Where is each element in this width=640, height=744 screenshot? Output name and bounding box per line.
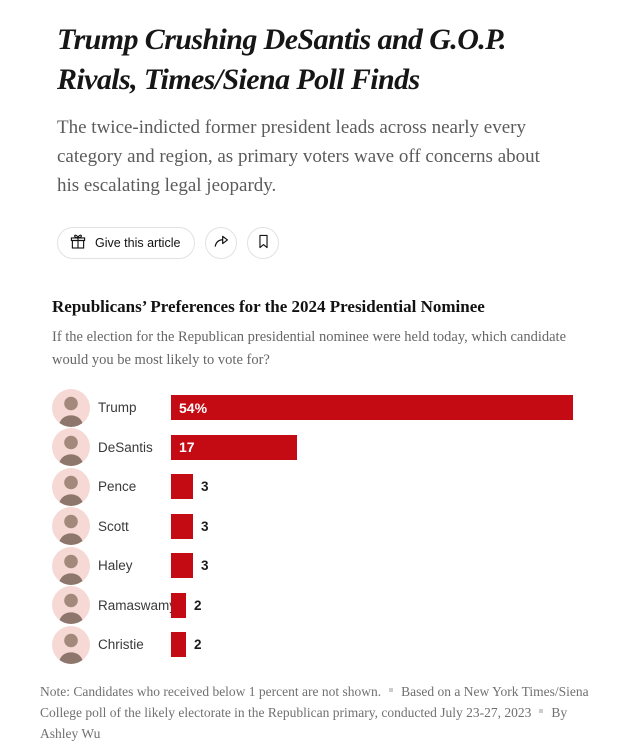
- bar-track: 17: [171, 434, 600, 460]
- subheadline-line-1: The twice-indicted former president lead…: [57, 117, 526, 138]
- subheadline: The twice-indicted former president lead…: [57, 113, 600, 200]
- bar-ramaswamy: [171, 592, 186, 618]
- subheadline-line-3: his escalating legal jeopardy.: [57, 175, 277, 196]
- bar-track: 3: [171, 474, 600, 500]
- chart-subtitle-line-1: If the election for the Republican presi…: [52, 329, 567, 345]
- bar-scott: [171, 513, 193, 539]
- bar-value-label: 3: [201, 558, 209, 574]
- subheadline-line-2: category and region, as primary voters w…: [57, 146, 540, 167]
- share-button[interactable]: [205, 227, 238, 259]
- bar-value-label: 17: [179, 439, 195, 456]
- chart-row-pence: Pence 3: [52, 467, 600, 507]
- note-separator-icon: [389, 688, 394, 693]
- give-article-label: Give this article: [95, 236, 181, 250]
- chart-row-ramaswamy: Ramaswamy 2: [52, 586, 600, 626]
- bar-track: 2: [171, 592, 600, 618]
- note-separator-icon: [539, 709, 544, 714]
- chart-row-scott: Scott 3: [52, 507, 600, 547]
- bar-track: 3: [171, 513, 600, 539]
- chart-row-desantis: DeSantis 17: [52, 428, 600, 468]
- chart-subtitle-line-2: would you be most likely to vote for?: [52, 352, 270, 368]
- candidate-name: DeSantis: [98, 439, 153, 455]
- bar-value-label: 54%: [179, 399, 208, 416]
- avatar-ramaswamy: [52, 586, 90, 625]
- avatar-pence: [52, 467, 90, 506]
- bar-trump: 54%: [171, 395, 573, 421]
- chart-row-trump: Trump 54%: [52, 388, 600, 428]
- headline-line-2: Rivals, Times/Siena Poll Finds: [57, 63, 420, 96]
- chart-rows: Trump 54% DeSantis 17 Pence 3 Scott 3 Haley 3 Rama…: [52, 388, 600, 665]
- bar-haley: [171, 553, 193, 579]
- bar-pence: [171, 474, 193, 500]
- bar-track: 3: [171, 553, 600, 579]
- bar-christie: [171, 632, 186, 658]
- avatar-christie: [52, 625, 90, 664]
- avatar-trump: [52, 388, 90, 427]
- candidate-name: Scott: [98, 518, 129, 534]
- avatar-scott: [52, 507, 90, 546]
- bar-value-label: 3: [201, 479, 209, 495]
- candidate-name: Haley: [98, 558, 133, 574]
- bar-desantis: 17: [171, 434, 297, 460]
- bookmark-icon: [255, 233, 272, 253]
- share-arrow-icon: [212, 232, 231, 254]
- bar-track: 54%: [171, 395, 600, 421]
- chart-title: Republicans’ Preferences for the 2024 Pr…: [52, 297, 485, 316]
- chart-row-christie: Christie 2: [52, 625, 600, 665]
- chart-footnote: Note: Candidates who received below 1 pe…: [40, 681, 600, 744]
- article-actions: Give this article: [57, 227, 600, 259]
- gift-icon: [69, 233, 87, 254]
- avatar-desantis: [52, 428, 90, 467]
- bar-value-label: 2: [194, 597, 202, 613]
- candidate-name: Christie: [98, 637, 144, 653]
- bar-track: 2: [171, 632, 600, 658]
- bar-value-label: 2: [194, 637, 202, 653]
- page-title: Trump Crushing DeSantis and G.O.P. Rival…: [57, 20, 600, 100]
- chart-row-haley: Haley 3: [52, 546, 600, 586]
- chart-subtitle: If the election for the Republican presi…: [52, 326, 600, 372]
- bar-value-label: 3: [201, 518, 209, 534]
- bookmark-button[interactable]: [247, 227, 280, 259]
- note-part: Note: Candidates who received below 1 pe…: [40, 683, 382, 699]
- give-article-button[interactable]: Give this article: [57, 227, 196, 259]
- candidate-name: Ramaswamy: [98, 597, 177, 613]
- poll-chart: Republicans’ Preferences for the 2024 Pr…: [40, 297, 600, 744]
- candidate-name: Pence: [98, 479, 137, 495]
- headline-line-1: Trump Crushing DeSantis and G.O.P.: [57, 23, 507, 56]
- candidate-name: Trump: [98, 400, 137, 416]
- avatar-haley: [52, 546, 90, 585]
